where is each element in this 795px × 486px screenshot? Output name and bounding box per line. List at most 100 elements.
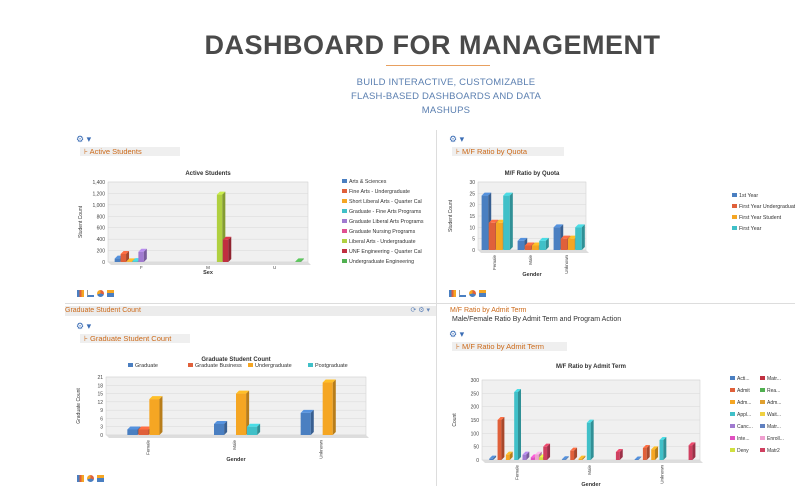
bar-top [120,251,130,254]
bar-top [522,451,530,455]
y-tick-label: 600 [97,226,106,232]
legend-swatch [760,436,765,440]
area-chart-icon[interactable] [107,290,114,297]
bar-side [509,192,513,250]
bar-side [159,396,163,435]
y-tick-label: 21 [97,375,103,381]
bar-chart-icon[interactable] [449,290,456,297]
p1-tab-label: ⊦ [84,147,90,156]
bar [659,440,664,460]
legend-swatch [730,424,735,428]
bar-side [518,389,522,460]
pie-chart-icon[interactable] [97,290,104,297]
bar-top [524,242,535,246]
p2-settings-gear-icon[interactable]: ⚙ ▾ [449,134,465,144]
chart-title: Active Students [185,171,231,177]
bar-side [663,437,667,460]
legend-label: Liberal Arts - Undergraduate [349,239,416,245]
legend-swatch [730,376,735,380]
bar-top [560,235,571,239]
bar-top [517,237,528,241]
y-tick-label: 1,200 [92,191,105,197]
chart-title: M/F Ratio by Admit Term [556,364,626,370]
p2-tab-text: M/F Ratio by Quota [462,147,528,156]
legend-label: Graduate - Fine Arts Programs [349,209,421,215]
legend-swatch [732,215,737,219]
y-tick-label: 6 [100,416,103,422]
legend-label: Undergraduate Engineering [349,259,414,265]
y-tick-label: 1,000 [92,203,105,209]
p1-settings-gear-icon[interactable]: ⚙ ▾ [76,134,92,144]
y-axis-label: Student Count [78,205,84,238]
legend-swatch [342,259,347,263]
line-chart-icon[interactable] [87,290,94,297]
bar-top [322,379,336,383]
legend-label: Rea... [767,388,780,394]
bar-top [539,237,549,241]
legend-swatch [732,193,737,197]
bar-side [655,446,659,460]
legend-label: Wait... [767,412,781,418]
y-tick-label: 0 [472,248,475,254]
bar-top [561,456,569,460]
pie-chart-icon[interactable] [469,290,476,297]
p1-tab[interactable]: ⊦ Active Students [80,147,180,156]
bar [543,446,548,460]
legend-label: Admit [737,388,750,394]
legend-swatch [342,229,347,233]
p3-refresh-settings-controls[interactable]: ⟳ ⚙ ▾ [410,307,430,314]
bar-side [582,455,586,460]
x-axis-label: Sex [203,270,214,276]
p4-settings-gear-icon[interactable]: ⚙ ▾ [449,329,465,339]
legend-swatch [730,412,735,416]
bar-side [246,390,250,435]
legend-label: Graduate Liberal Arts Programs [349,219,424,225]
bar-top [295,258,304,262]
bar-side [646,445,650,460]
legend-swatch [342,249,347,253]
legend-label: First Year Undergraduate [739,204,795,210]
legend-swatch [760,400,765,404]
bar-side [257,423,261,435]
x-tick-label: Female [145,440,150,456]
bar-top [138,248,147,252]
bar [503,195,510,250]
plot-floor [108,262,311,265]
legend-swatch [188,363,193,367]
p4-tab[interactable]: ⊦ M/F Ratio by Admit Term [452,342,567,351]
bar-chart-icon[interactable] [77,475,84,482]
p3-settings-gear-icon[interactable]: ⚙ ▾ [76,321,92,331]
line-chart-icon[interactable] [459,290,466,297]
p3-tab[interactable]: ⊦ Graduate Student Count [80,334,190,343]
bar [524,245,532,250]
area-chart-icon[interactable] [97,475,104,482]
legend-label: Adm... [767,400,781,406]
bar-top [534,451,542,455]
bar [488,222,496,250]
plot-floor [482,460,703,463]
bar [214,423,225,435]
bar-side [493,455,497,460]
p3-tab-label: ⊦ [84,334,90,343]
bar [634,459,639,460]
bar-top [222,236,232,240]
x-axis-label: Gender [522,272,542,278]
bar [120,254,127,262]
bar [127,429,138,435]
bar [539,457,543,460]
legend-label: Matr... [767,424,781,430]
pie-chart-icon[interactable] [87,475,94,482]
plot-floor [106,435,369,438]
bar [216,194,223,262]
legend-label: Deny [737,448,749,454]
bar-chart-icon[interactable] [77,290,84,297]
p3-tab-text: Graduate Student Count [90,334,172,343]
bar [489,458,494,460]
p2-tab[interactable]: ⊦ M/F Ratio by Quota [452,147,564,156]
p4-header-bar: M/F Ratio by Admit Term [450,306,795,316]
area-chart-icon[interactable] [479,290,486,297]
y-tick-label: 9 [100,408,103,414]
p1-chart-toolbar [77,290,114,297]
subtitle-line-2: FLASH-BASED DASHBOARDS AND DATA [350,91,542,102]
legend-label: Inte... [737,436,750,442]
